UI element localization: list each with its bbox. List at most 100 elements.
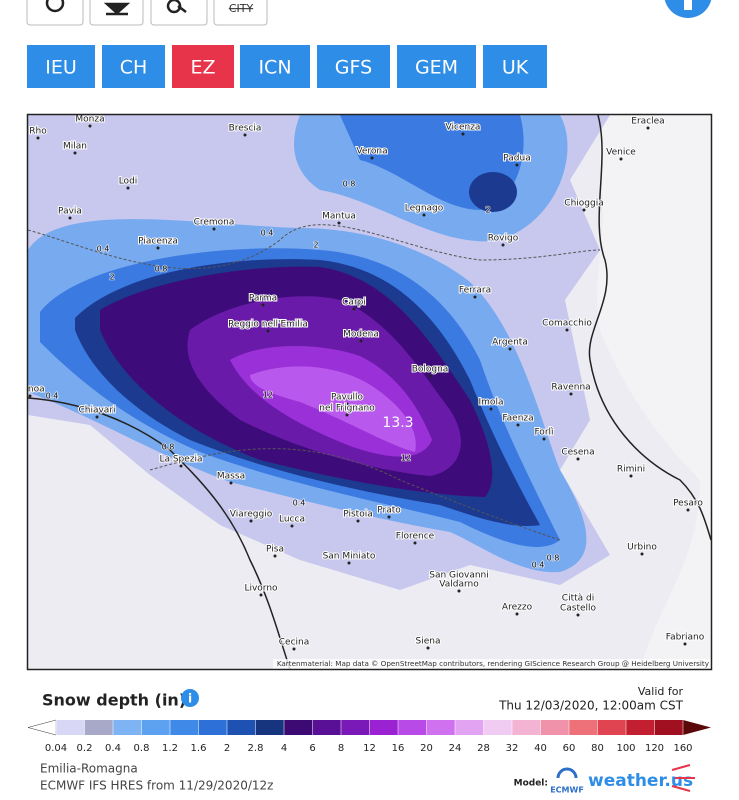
contour-label: 12 <box>401 454 411 463</box>
city-dot <box>179 464 183 468</box>
max-value-label: 13.3 <box>382 415 413 431</box>
city-label: Pistoia <box>343 510 372 520</box>
scale-tick-label: 2 <box>224 743 230 754</box>
city-dot <box>212 227 216 231</box>
model-button[interactable] <box>397 45 476 88</box>
city-dot <box>489 407 493 411</box>
city-label: Pavullo <box>331 393 364 403</box>
scale-tick-label: 1.6 <box>191 743 207 754</box>
city-dot <box>565 328 569 332</box>
city-label: Valdarno <box>439 580 479 590</box>
contour-label: 0.8 <box>162 443 175 452</box>
scale-tick-label: 0.8 <box>134 743 150 754</box>
model-button[interactable] <box>102 45 165 88</box>
model-button-label[interactable]: GEM <box>415 57 458 79</box>
reset-button[interactable] <box>26 0 84 26</box>
model-button[interactable] <box>172 45 234 88</box>
map: Monza Rho Milan Brescia Vicenza Eraclea Verona… <box>28 115 711 669</box>
city-label: Monza <box>75 115 104 125</box>
city-dot <box>569 392 573 396</box>
model-button[interactable] <box>317 45 390 88</box>
search-icon <box>166 0 187 14</box>
city-label: Lodi <box>119 177 138 187</box>
city-dot <box>126 186 130 190</box>
city-label: San Miniato <box>323 552 376 562</box>
city-dot <box>542 437 546 441</box>
city-label: Arezzo <box>502 603 533 613</box>
brand-logo: weather.us <box>588 771 693 791</box>
city-dot <box>686 508 690 512</box>
scale-tick-label: 28 <box>477 743 490 754</box>
coastline <box>28 397 291 669</box>
city-dot <box>370 156 374 160</box>
scale-tick-label: 8 <box>338 743 344 754</box>
contour-label: 0.4 <box>293 499 306 508</box>
city-dot <box>292 647 296 651</box>
model-button[interactable] <box>483 45 547 88</box>
scale-swatch <box>113 720 142 735</box>
city-dot <box>345 413 349 417</box>
city-label: Prato <box>377 506 401 516</box>
city-dot <box>345 402 349 406</box>
scale-swatch <box>369 720 398 735</box>
brand-logo-rays <box>671 764 695 792</box>
contour-label: 12 <box>263 391 273 400</box>
region-border <box>28 224 601 541</box>
scale-tick-label: 2.8 <box>248 743 264 754</box>
ecmwf-logo: ECMWF <box>550 786 584 795</box>
city-label: Vicenza <box>446 123 481 133</box>
model-button-label[interactable]: IEU <box>45 57 77 79</box>
city-label: Rovigo <box>488 234 519 244</box>
city-label: Urbino <box>627 543 657 553</box>
city-dot <box>646 126 650 130</box>
city-button-label[interactable]: CITY <box>229 2 254 15</box>
city-label: Reggio nell'Emilia <box>228 320 308 330</box>
city-label: Legnago <box>405 204 444 214</box>
city-dot <box>640 552 644 556</box>
model-button[interactable] <box>27 45 95 88</box>
city-label: Rho <box>29 127 47 137</box>
city-label: Siena <box>416 637 441 647</box>
scale-arrow-start <box>27 719 57 736</box>
city-button[interactable] <box>213 0 268 26</box>
model-button-label[interactable]: GFS <box>335 57 372 79</box>
model-button-label[interactable]: ICN <box>258 57 291 79</box>
city-label: Castello <box>560 604 597 614</box>
city-dot <box>290 524 294 528</box>
city-label: Florence <box>396 532 435 542</box>
city-dot <box>95 415 99 419</box>
scale-swatch <box>455 720 484 735</box>
city-dot <box>501 243 505 247</box>
city-dot <box>516 423 520 427</box>
scale-tick-label: 0.04 <box>45 743 67 754</box>
city-label: nel Frignano <box>319 404 375 414</box>
valid-time: Thu 12/03/2020, 12:00am CST <box>498 699 684 713</box>
attribution: Kartenmaterial: Map data © OpenStreetMap… <box>277 659 710 668</box>
scale-tick-label: 60 <box>563 743 576 754</box>
contour-label: 2 <box>109 273 114 282</box>
model-label: Model: <box>514 779 548 789</box>
scale-tick-label: 0.2 <box>77 743 93 754</box>
reset-icon <box>45 0 65 13</box>
city-dot <box>352 307 356 311</box>
city-dot <box>582 208 586 212</box>
model-button[interactable] <box>240 45 310 88</box>
contour-label: 2 <box>313 241 318 250</box>
user-icon-glyph <box>684 0 692 10</box>
city-label: Brescia <box>229 124 262 134</box>
city-dot <box>359 339 363 343</box>
contour-label: 0.4 <box>532 561 545 570</box>
scale-tick-label: 32 <box>506 743 519 754</box>
model-button-label[interactable]: EZ <box>190 57 215 79</box>
model-button-label[interactable]: CH <box>120 57 148 79</box>
scale-swatch <box>284 720 313 735</box>
model-button-label[interactable]: UK <box>502 57 529 79</box>
city-label: Chioggia <box>564 199 603 209</box>
city-label: Argenta <box>492 338 528 348</box>
scale-swatch <box>312 720 341 735</box>
city-label: Lucca <box>279 515 305 525</box>
search-button[interactable] <box>150 0 208 26</box>
city-dot <box>619 157 623 161</box>
info-icon[interactable] <box>181 689 199 707</box>
